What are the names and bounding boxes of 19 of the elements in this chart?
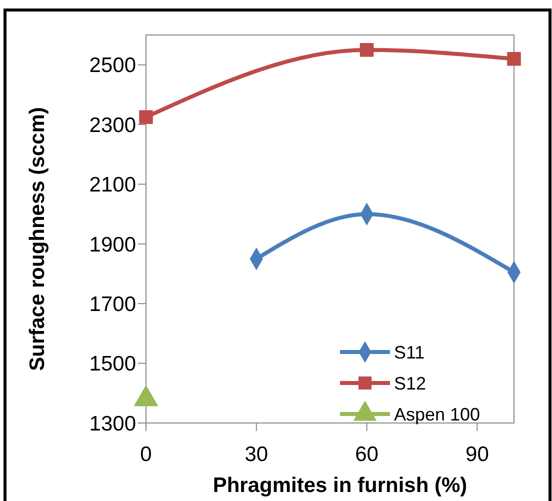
x-tick-label: 90 <box>466 443 489 466</box>
x-tick-label: 30 <box>244 443 268 466</box>
y-tick-label: 1900 <box>89 233 136 256</box>
y-tick-label: 2500 <box>89 54 136 78</box>
legend-label: Aspen 100 <box>394 404 480 424</box>
x-tick-label: 0 <box>140 443 152 466</box>
legend-label: S11 <box>394 342 425 362</box>
y-axis-title: Surface roughness (sccm) <box>26 107 49 371</box>
y-tick-label: 1300 <box>89 412 136 436</box>
legend-label: S12 <box>394 373 426 394</box>
y-tick-label: 1500 <box>89 352 136 376</box>
point <box>360 43 374 57</box>
point <box>139 110 153 124</box>
point <box>507 52 521 66</box>
y-tick-label: 1700 <box>89 292 136 316</box>
x-axis-title: Phragmites in furnish (%) <box>212 474 468 497</box>
y-tick-label: 2100 <box>89 174 136 197</box>
x-tick-label: 60 <box>355 443 378 466</box>
y-tick-label: 2300 <box>89 114 136 137</box>
